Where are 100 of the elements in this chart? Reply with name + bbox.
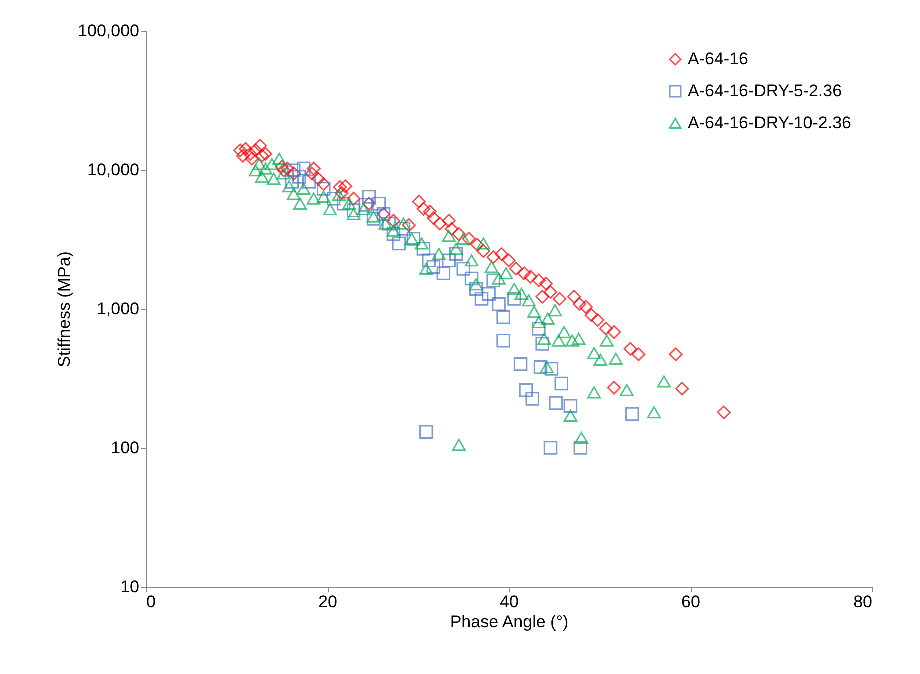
point bbox=[382, 216, 396, 231]
y-tick-label: 100 bbox=[111, 438, 140, 458]
point bbox=[607, 325, 622, 340]
point bbox=[282, 180, 296, 193]
point bbox=[293, 198, 308, 210]
point bbox=[436, 266, 451, 280]
point bbox=[566, 334, 580, 347]
point bbox=[449, 247, 464, 262]
point bbox=[415, 238, 429, 250]
point bbox=[362, 190, 376, 204]
point bbox=[396, 222, 411, 236]
point bbox=[579, 300, 594, 314]
point bbox=[587, 386, 602, 399]
point bbox=[422, 254, 436, 268]
point bbox=[522, 294, 536, 307]
point bbox=[366, 210, 381, 223]
point bbox=[442, 230, 456, 242]
point bbox=[442, 254, 456, 268]
point bbox=[432, 248, 446, 260]
point bbox=[342, 198, 356, 210]
point bbox=[442, 214, 456, 228]
point bbox=[536, 337, 550, 351]
point bbox=[452, 227, 466, 242]
point bbox=[554, 376, 569, 391]
point bbox=[474, 292, 489, 306]
point bbox=[416, 202, 431, 216]
point bbox=[541, 312, 555, 326]
point bbox=[297, 182, 311, 196]
point bbox=[526, 392, 540, 406]
x-tick-label: 60 bbox=[682, 592, 700, 612]
point bbox=[277, 164, 291, 178]
point bbox=[587, 347, 602, 360]
point bbox=[358, 198, 372, 212]
point bbox=[396, 218, 411, 230]
point bbox=[549, 396, 564, 410]
point bbox=[509, 262, 524, 276]
point bbox=[297, 162, 311, 176]
point bbox=[591, 313, 605, 328]
point bbox=[514, 357, 528, 372]
point bbox=[599, 322, 613, 336]
point bbox=[484, 261, 499, 274]
point bbox=[258, 147, 273, 162]
point bbox=[470, 238, 484, 252]
point bbox=[338, 180, 353, 194]
point bbox=[316, 190, 331, 203]
point bbox=[346, 204, 361, 218]
point bbox=[265, 158, 280, 170]
point bbox=[594, 354, 608, 366]
point bbox=[316, 177, 331, 192]
point bbox=[499, 267, 514, 280]
point bbox=[238, 142, 253, 156]
point bbox=[307, 162, 321, 176]
point bbox=[277, 168, 291, 180]
point bbox=[412, 194, 426, 209]
point bbox=[548, 304, 562, 317]
x-tick-label: 20 bbox=[318, 592, 338, 612]
y-axis-title: Stiffness (MPa) bbox=[55, 252, 74, 368]
point bbox=[508, 283, 522, 296]
point bbox=[528, 306, 542, 318]
point bbox=[258, 162, 273, 175]
point bbox=[492, 297, 506, 312]
point bbox=[464, 254, 479, 267]
point bbox=[669, 348, 683, 362]
point bbox=[508, 292, 522, 306]
point bbox=[386, 224, 401, 237]
point bbox=[287, 188, 301, 200]
point bbox=[253, 139, 268, 153]
point bbox=[607, 381, 622, 395]
point bbox=[534, 360, 548, 374]
point bbox=[717, 406, 731, 420]
point bbox=[386, 214, 401, 228]
point bbox=[496, 334, 510, 348]
point bbox=[335, 186, 349, 200]
point bbox=[538, 332, 552, 346]
point bbox=[332, 189, 346, 202]
x-axis-title: Phase Angle (°) bbox=[450, 612, 569, 632]
point bbox=[275, 160, 289, 174]
point bbox=[514, 288, 529, 300]
point bbox=[572, 332, 586, 346]
point bbox=[326, 192, 341, 206]
point bbox=[426, 211, 441, 226]
point bbox=[449, 242, 464, 256]
point bbox=[366, 212, 381, 226]
point bbox=[462, 232, 476, 246]
y-tick-label: 100,000 bbox=[78, 22, 140, 40]
point bbox=[267, 173, 281, 186]
point bbox=[234, 144, 248, 158]
legend-label: A-64-16-DRY-10-2.36 bbox=[688, 114, 852, 132]
point bbox=[346, 208, 361, 220]
point bbox=[386, 227, 401, 242]
x-tick-label: 40 bbox=[500, 592, 519, 612]
point bbox=[564, 410, 578, 422]
point bbox=[420, 262, 434, 276]
point bbox=[632, 348, 646, 362]
point bbox=[469, 278, 484, 291]
point bbox=[426, 260, 441, 274]
point bbox=[333, 180, 348, 194]
point bbox=[245, 152, 260, 166]
point bbox=[255, 149, 270, 163]
point bbox=[496, 310, 510, 324]
